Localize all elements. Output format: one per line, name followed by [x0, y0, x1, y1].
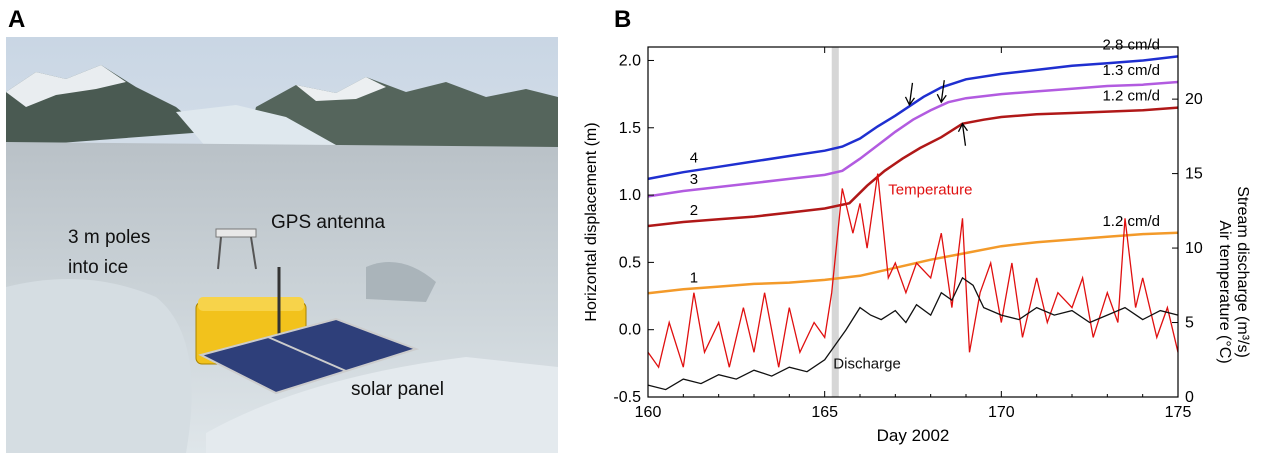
shaded-interval: [831, 47, 839, 397]
ice-mound: [366, 262, 436, 302]
displacement-chart: 4 2.8 cm/d 3 1.3 cm/d 2 1.2 cm/d 1 1.2 cm/d 160…: [570, 20, 1260, 459]
ice-foreground: [206, 357, 558, 453]
series-line-3: [647, 80, 1179, 198]
ice-ridge-left: [6, 279, 192, 453]
arrows: [904, 80, 968, 146]
gps-antenna-label: GPS antenna: [271, 212, 386, 233]
rate-label-1: 1.2 cm/d: [1102, 213, 1160, 230]
gps-antenna-disk: [215, 228, 257, 238]
x-tick-label: 175: [1165, 404, 1192, 421]
chart-svg: 4 2.8 cm/d 3 1.3 cm/d 2 1.2 cm/d 1 1.2 cm/d 160…: [583, 36, 1251, 445]
rate-label-2: 1.2 cm/d: [1102, 88, 1160, 105]
y-axis-label-left: Horizontal displacement (m): [583, 122, 600, 321]
panel-letter-a: A: [8, 6, 26, 33]
x-axis-label: Day 2002: [877, 426, 950, 445]
arrow-curve-3-head: [936, 93, 947, 104]
solar-panel-divider: [267, 336, 347, 372]
y-right-tick-label: 15: [1185, 166, 1203, 183]
y-right-tick-label: 5: [1185, 315, 1194, 332]
temperature-annotation: Temperature: [888, 181, 972, 198]
y-left-tick-label: 0.0: [619, 322, 641, 339]
rate-label-3: 1.3 cm/d: [1102, 62, 1160, 79]
arrow-curve-3: [940, 80, 945, 103]
series-label-3: 3: [690, 171, 698, 188]
rate-label-4: 2.8 cm/d: [1102, 36, 1160, 53]
gps-leg: [217, 236, 222, 270]
y-left-tick-label: 0.5: [619, 254, 641, 271]
arrow-curve-2-head: [957, 122, 968, 133]
poles-label-line1: 3 m poles: [68, 227, 151, 248]
y-right-tick-label: 10: [1185, 240, 1203, 257]
x-tick-label: 160: [635, 404, 662, 421]
series-line-discharge: [647, 276, 1179, 391]
panel-letter-b: B: [614, 6, 632, 33]
x-tick-label: 165: [811, 404, 838, 421]
y-axis-label-right-temperature: Air temperature (°C): [1216, 220, 1233, 363]
arrow-curve-4-head: [904, 96, 915, 107]
series-line-2: [647, 106, 1179, 228]
series-line-1: [647, 231, 1179, 295]
arrow-curve-2: [961, 123, 967, 146]
snow-left: [6, 65, 126, 107]
y-right-tick-label: 0: [1185, 389, 1194, 406]
y-left-tick-label: -0.5: [613, 389, 641, 406]
x-tick-label: 170: [988, 404, 1015, 421]
series-label-1: 1: [690, 270, 698, 287]
solar-panel-shape: [198, 317, 420, 395]
distant-glacier: [176, 105, 336, 147]
y-axis-label-right-discharge: Stream discharge (m³/s): [1234, 186, 1251, 358]
series-label-2: 2: [690, 202, 698, 219]
glacier-photo: GPS antenna 3 m poles into ice solar pan…: [6, 37, 558, 453]
case-lid: [198, 297, 304, 311]
y-left-tick-label: 2.0: [619, 52, 641, 69]
glacier-scene-illustration: [6, 37, 558, 453]
discharge-annotation: Discharge: [833, 356, 901, 373]
gps-leg-2: [250, 236, 257, 270]
series-line-temperature: [647, 173, 1179, 369]
solar-panel-label: solar panel: [351, 379, 444, 400]
plot-frame: [647, 46, 1179, 398]
poles-label-line2: into ice: [68, 257, 129, 278]
series-line-4: [647, 55, 1179, 181]
y-left-tick-label: 1.0: [619, 187, 641, 204]
arrow-curve-4: [908, 82, 914, 105]
snow-right: [296, 77, 386, 101]
y-left-tick-label: 1.5: [619, 120, 641, 137]
y-right-tick-label: 20: [1185, 91, 1203, 108]
series-label-4: 4: [690, 150, 698, 167]
